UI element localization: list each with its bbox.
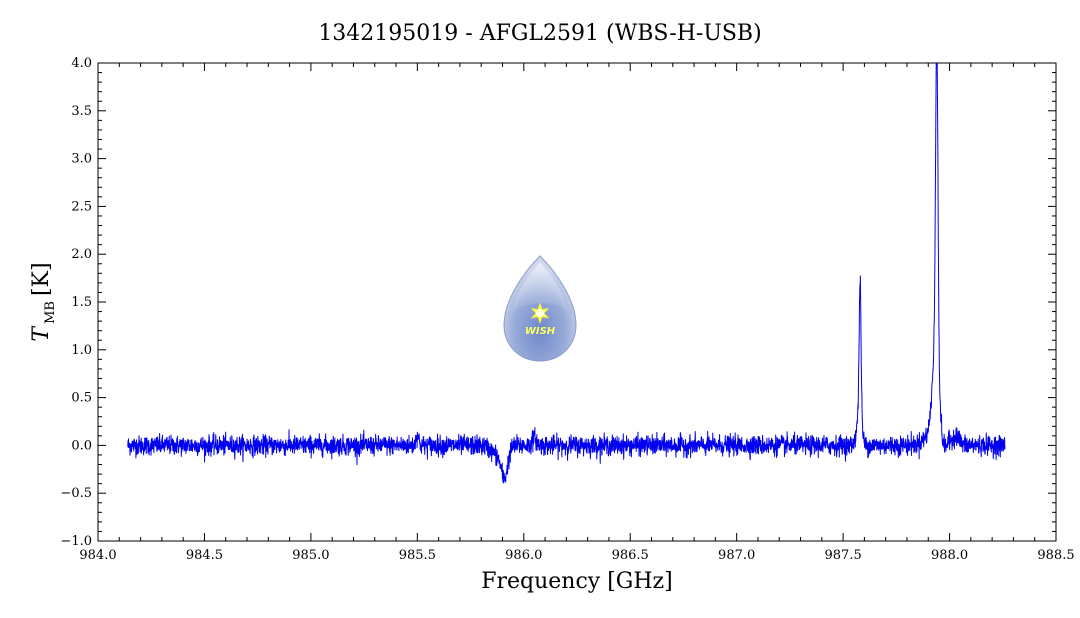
x-tick-label: 986.5 [612, 548, 649, 563]
x-tick-label: 987.0 [718, 548, 755, 563]
y-axis-label-subscript: MB [43, 301, 58, 324]
x-axis-label: Frequency [GHz] [481, 569, 673, 594]
y-axis-label: TMB [K] [29, 262, 58, 341]
spectrum-line [127, 63, 1006, 484]
y-tick-label: 2.0 [71, 247, 92, 262]
y-axis-label-symbol: T [29, 325, 54, 342]
x-tick-label: 984.0 [79, 548, 116, 563]
x-tick-label: 986.0 [505, 548, 542, 563]
x-tick-label: 984.5 [186, 548, 223, 563]
y-tick-label: 0.5 [71, 391, 92, 406]
y-tick-labels: −1.0 −0.5 0.0 0.5 1.0 1.5 2.0 2.5 3.0 3.5 4.0 [60, 56, 92, 549]
logo-text: WISH [525, 326, 556, 337]
svg-text:TMB[K]: TMB [K] [29, 262, 58, 341]
y-tick-label: −0.5 [60, 486, 92, 501]
wish-logo: WISH [503, 255, 577, 362]
axis-ticks [97, 62, 1057, 542]
x-tick-labels: 984.0 984.5 985.0 985.5 986.0 986.5 987.0 987.5… [79, 548, 1074, 563]
y-tick-label: 1.5 [71, 295, 92, 310]
x-tick-label: 985.5 [399, 548, 436, 563]
plot-frame [97, 62, 1057, 542]
y-tick-label: 0.0 [71, 438, 92, 453]
x-tick-label: 987.5 [825, 548, 862, 563]
y-tick-label: 3.0 [71, 152, 92, 167]
x-tick-label: 985.0 [292, 548, 329, 563]
y-tick-label: 3.5 [71, 104, 92, 119]
x-tick-label: 988.0 [931, 548, 968, 563]
y-tick-label: −1.0 [60, 534, 92, 549]
chart-title: 1342195019 - AFGL2591 (WBS-H-USB) [318, 21, 761, 46]
x-tick-label: 988.5 [1037, 548, 1074, 563]
y-tick-label: 4.0 [71, 56, 92, 71]
y-axis-label-unit: [K] [29, 262, 54, 296]
y-tick-label: 1.0 [71, 343, 92, 358]
y-tick-label: 2.5 [71, 199, 92, 214]
